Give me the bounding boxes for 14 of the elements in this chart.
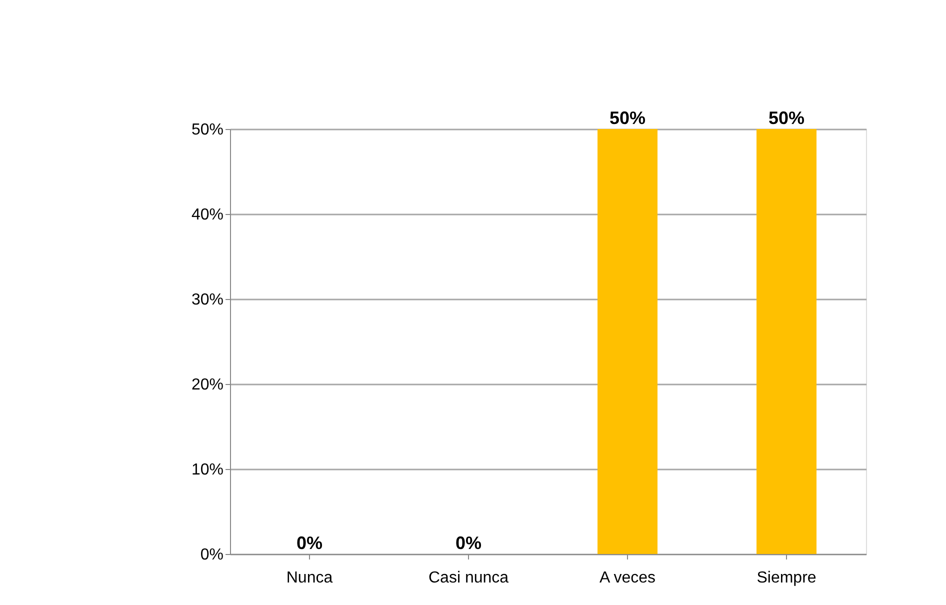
y-tick-label: 40% [191,206,224,224]
x-tick-label: Siempre [756,570,816,586]
y-tick-label: 50% [191,122,224,138]
data-label: 0% [455,533,482,553]
data-label: 0% [296,533,323,553]
data-label: 50% [768,108,805,128]
x-tick-label: Nunca [286,570,333,586]
data-label: 50% [609,108,646,128]
y-tick-label: 30% [191,292,224,308]
y-tick-label: 10% [191,462,224,478]
y-tick-label: 20% [191,376,224,394]
x-tick-label: A veces [599,570,656,586]
y-tick-label: 0% [200,546,224,564]
x-tick-label: Casi nunca [428,570,509,586]
